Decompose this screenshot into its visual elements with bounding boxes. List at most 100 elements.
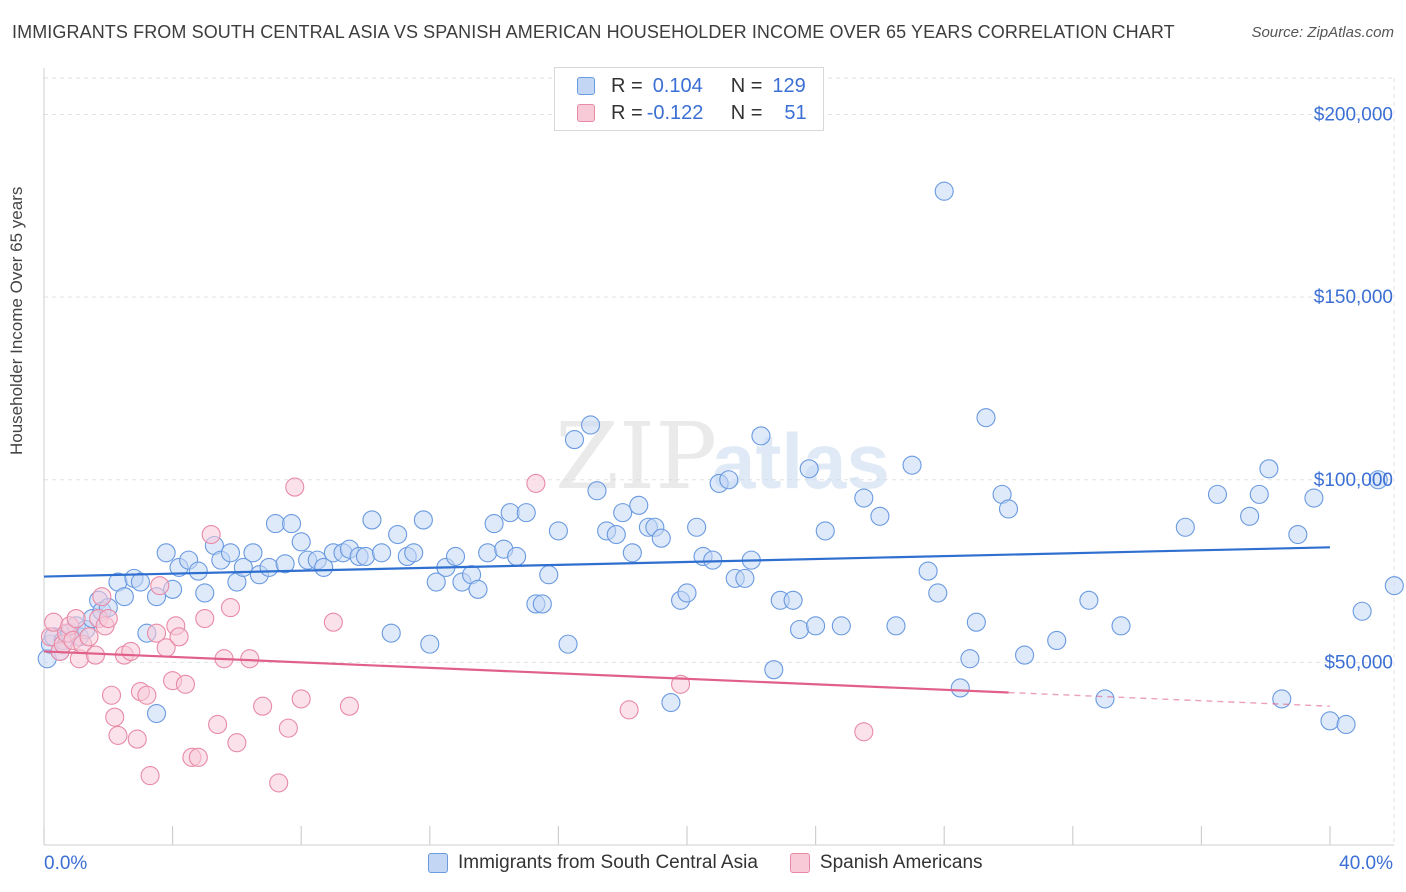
data-point bbox=[934, 181, 954, 201]
legend-n-value: 129 bbox=[772, 74, 806, 97]
data-point bbox=[137, 685, 157, 705]
data-point bbox=[1384, 576, 1404, 596]
y-tick-label: $150,000 bbox=[1314, 287, 1393, 308]
data-point bbox=[426, 572, 446, 592]
data-point bbox=[831, 616, 851, 636]
data-point bbox=[516, 503, 536, 523]
data-point bbox=[253, 696, 273, 716]
legend-r-value: -0.122 bbox=[646, 101, 704, 124]
data-point bbox=[105, 707, 125, 727]
source-label: Source: ZipAtlas.com bbox=[1251, 24, 1394, 41]
data-point bbox=[372, 543, 392, 563]
data-point bbox=[1320, 711, 1340, 731]
legend-r-label: R = bbox=[611, 74, 643, 97]
legend-r-value: 0.104 bbox=[652, 74, 703, 97]
trend-line bbox=[43, 650, 1009, 694]
data-point bbox=[1047, 630, 1067, 651]
legend-item-label: Immigrants from South Central Asia bbox=[458, 852, 758, 873]
data-point bbox=[146, 703, 167, 724]
legend-row-blue: R = 0.104 N = 129 bbox=[577, 74, 806, 98]
data-point bbox=[661, 693, 681, 713]
legend-n-label: N = bbox=[730, 101, 763, 124]
data-point bbox=[208, 714, 228, 735]
data-point bbox=[127, 729, 147, 749]
data-point bbox=[484, 514, 504, 534]
data-point bbox=[1336, 714, 1356, 735]
data-point bbox=[265, 514, 286, 534]
y-tick-label: $200,000 bbox=[1314, 105, 1393, 126]
data-point bbox=[870, 506, 890, 526]
data-point bbox=[1288, 524, 1308, 545]
data-point bbox=[420, 634, 440, 654]
data-point bbox=[323, 612, 343, 632]
data-point bbox=[651, 528, 671, 548]
legend-row-pink: R = -0.122 N = 51 bbox=[577, 101, 807, 125]
data-point bbox=[1352, 601, 1372, 621]
data-point bbox=[558, 634, 578, 654]
data-point bbox=[687, 517, 707, 537]
data-point bbox=[526, 473, 546, 493]
data-point bbox=[404, 543, 424, 563]
data-point bbox=[966, 612, 986, 632]
data-point bbox=[799, 459, 819, 479]
trend-lines bbox=[43, 546, 1331, 707]
data-point bbox=[381, 623, 401, 643]
data-point bbox=[355, 546, 376, 567]
data-point bbox=[121, 641, 141, 661]
watermark-zip: ZIP bbox=[555, 403, 717, 510]
data-point bbox=[98, 609, 118, 629]
data-point bbox=[79, 627, 99, 647]
series-legend: Immigrants from South Central Asia Spani… bbox=[428, 852, 1015, 874]
data-point bbox=[108, 725, 128, 745]
legend-n-label: N = bbox=[730, 74, 763, 97]
data-point bbox=[1368, 470, 1388, 490]
legend-swatch-blue bbox=[577, 77, 595, 95]
data-point bbox=[854, 488, 874, 508]
data-point bbox=[950, 678, 970, 698]
data-point bbox=[259, 557, 279, 577]
legend-swatch-pink bbox=[577, 104, 595, 122]
data-point bbox=[1095, 689, 1115, 709]
data-point bbox=[587, 481, 607, 501]
data-point bbox=[188, 561, 208, 581]
data-point bbox=[1079, 590, 1099, 610]
data-point bbox=[1015, 645, 1035, 665]
data-point bbox=[282, 514, 302, 534]
data-point bbox=[928, 583, 948, 603]
data-point bbox=[854, 722, 874, 742]
data-point bbox=[789, 619, 810, 640]
data-point bbox=[918, 561, 938, 581]
data-point bbox=[539, 565, 559, 585]
data-point bbox=[114, 587, 134, 607]
data-point bbox=[66, 609, 86, 629]
data-point bbox=[783, 590, 803, 610]
data-point bbox=[1240, 506, 1260, 526]
data-point bbox=[1175, 517, 1195, 537]
legend-item-spanish[interactable]: Spanish Americans bbox=[789, 852, 983, 874]
legend-item-immigrants[interactable]: Immigrants from South Central Asia bbox=[428, 852, 758, 874]
data-point bbox=[619, 700, 639, 720]
y-tick-label: $100,000 bbox=[1314, 470, 1393, 491]
data-point bbox=[468, 579, 488, 599]
tick-labels: $50,000 $100,000 $150,000 $200,000 0.0% 40.0% bbox=[44, 105, 1393, 874]
data-point bbox=[751, 426, 771, 446]
data-point bbox=[1259, 459, 1279, 479]
data-point bbox=[806, 616, 826, 636]
data-point bbox=[532, 594, 552, 614]
data-point bbox=[613, 503, 633, 523]
data-point bbox=[1249, 484, 1269, 504]
data-point bbox=[886, 616, 906, 636]
data-point bbox=[314, 557, 334, 577]
data-point bbox=[150, 576, 170, 596]
chart-title: IMMIGRANTS FROM SOUTH CENTRAL ASIA VS SP… bbox=[12, 22, 1175, 42]
data-point bbox=[146, 623, 167, 643]
data-point bbox=[285, 477, 305, 497]
data-point bbox=[1272, 689, 1292, 709]
trend-line bbox=[43, 546, 1331, 578]
data-point bbox=[606, 524, 626, 545]
data-point bbox=[548, 521, 568, 541]
data-point bbox=[291, 689, 311, 709]
data-point bbox=[764, 660, 784, 680]
correlation-legend: R = 0.104 N = 129 R = -0.122 N = 51 bbox=[554, 67, 824, 131]
